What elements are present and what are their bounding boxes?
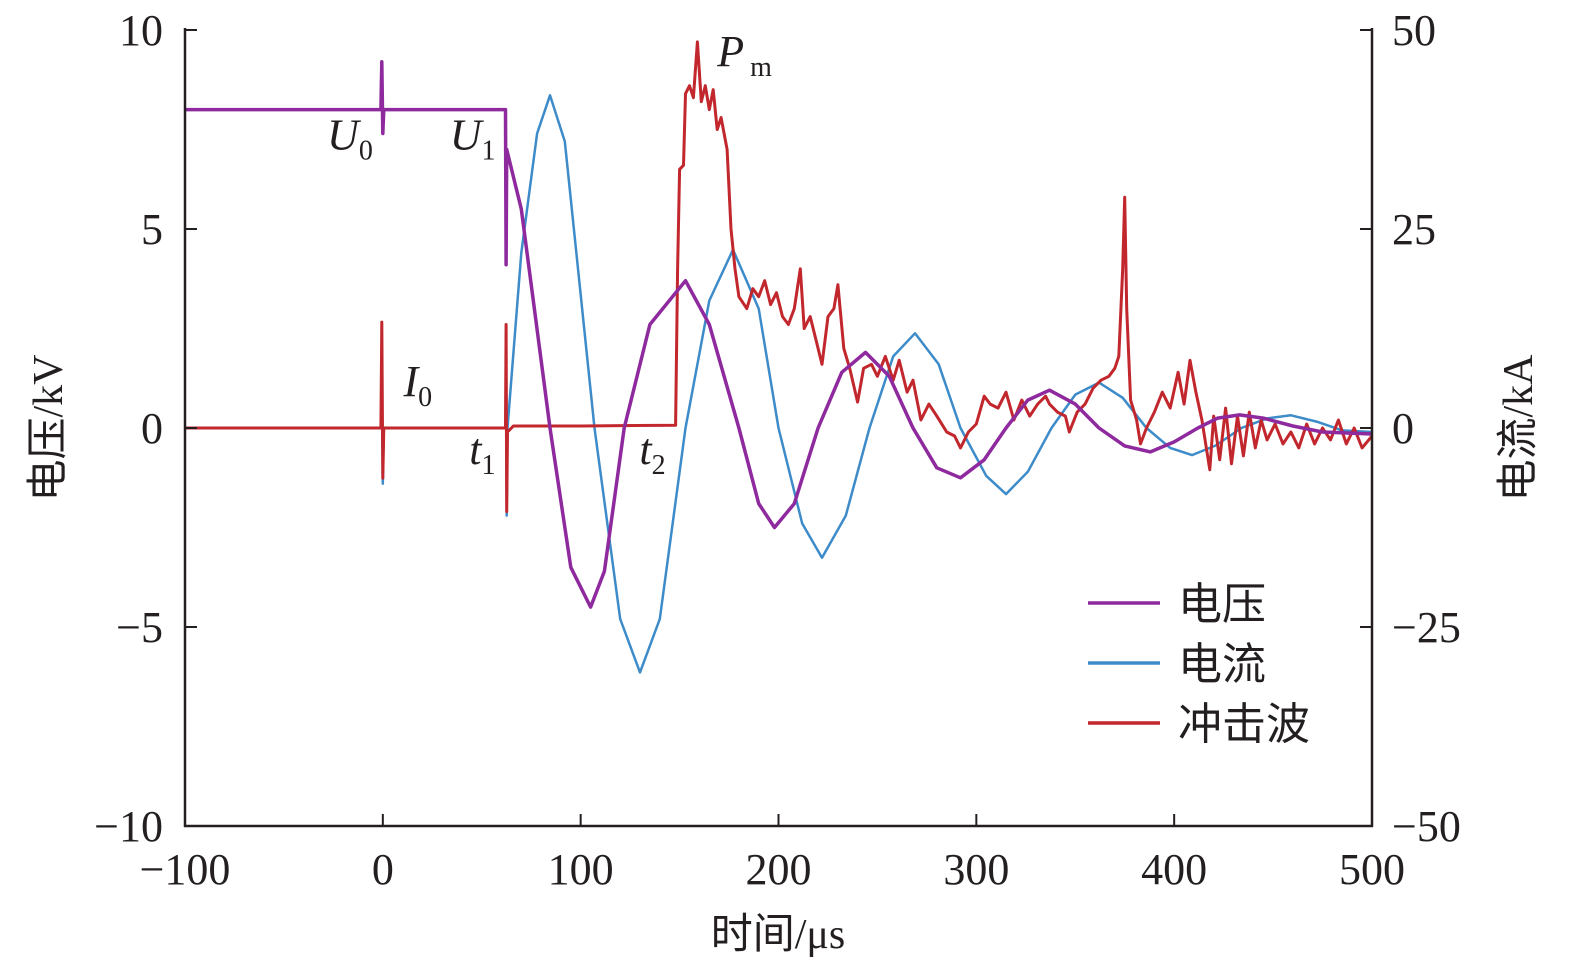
annotation-I0: I0	[403, 357, 433, 413]
y-right-tick-label: −50	[1392, 802, 1461, 851]
y-left-tick-label: 0	[141, 404, 163, 453]
series-line-0	[185, 60, 1373, 609]
annotation-layer: U0 U1 I0 t1 t2 P m	[327, 27, 772, 481]
x-tick-label: −100	[140, 845, 231, 894]
legend-label-0: 电压	[1178, 580, 1266, 629]
series-layer	[185, 40, 1374, 674]
y-axis-right-label: 电流/kA	[1496, 354, 1542, 502]
annotation-t2: t2	[639, 425, 665, 481]
x-tick-label: 100	[548, 845, 614, 894]
legend-label-1: 电流	[1178, 640, 1266, 689]
x-tick-label: 0	[372, 845, 394, 894]
y-left-tick-label: 10	[119, 6, 163, 55]
y-right-tick-label: 0	[1392, 404, 1414, 453]
series-line-2	[185, 40, 1374, 514]
x-tick-label: 300	[943, 845, 1009, 894]
annotation-U1: U1	[450, 110, 496, 166]
annotation-U0: U0	[327, 110, 373, 166]
annotation-t1: t1	[469, 425, 495, 481]
y-left-tick-label: −10	[94, 802, 163, 851]
y-left-tick-label: 5	[141, 205, 163, 254]
y-right-tick-label: 25	[1392, 205, 1436, 254]
legend-label-2: 冲击波	[1178, 700, 1310, 749]
x-axis-label: 时间/μs	[711, 912, 846, 958]
x-tick-label: 400	[1141, 845, 1207, 894]
y-axis-left-label: 电压/kV	[26, 354, 72, 501]
y-right-tick-label: 50	[1392, 6, 1436, 55]
x-tick-label: 500	[1339, 845, 1405, 894]
y-left-tick-label: −5	[116, 603, 163, 652]
y-right-tick-label: −25	[1392, 603, 1461, 652]
x-tick-label: 200	[746, 845, 812, 894]
